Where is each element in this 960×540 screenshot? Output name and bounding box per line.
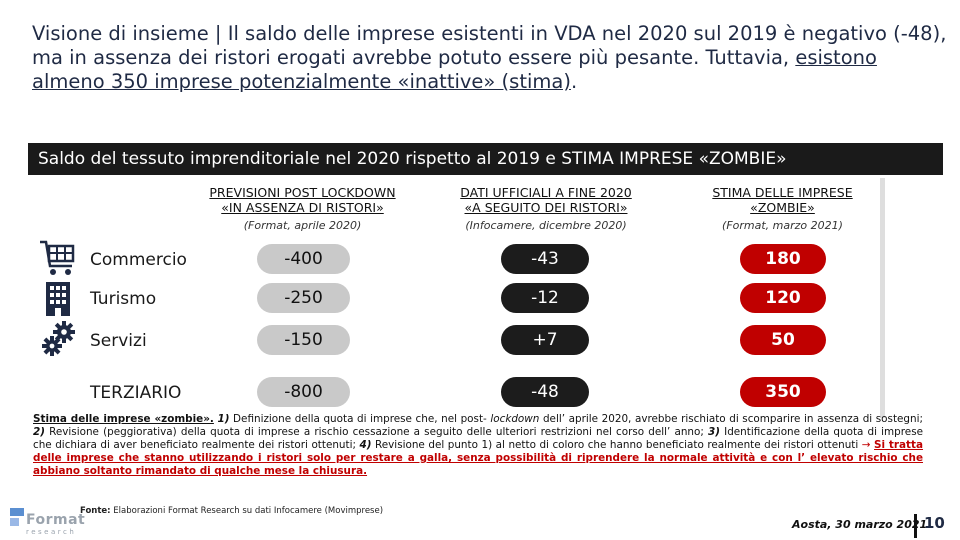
title-highlight: esistono almeno 350 imprese potenzialmen… — [32, 46, 877, 93]
column-heading-source: (Format, marzo 2021) — [722, 219, 843, 232]
page-title: Visione di insieme | Il saldo delle impr… — [32, 22, 952, 94]
value-zombie-terziario: 350 — [740, 377, 826, 407]
column-heading-source: (Infocamere, dicembre 2020) — [465, 219, 627, 232]
note-text: lockdown — [490, 413, 540, 425]
footer-date: Aosta, 30 marzo 2021 — [792, 518, 928, 531]
title-end: . — [570, 70, 578, 93]
page-number: 10 — [924, 514, 945, 532]
value-zombie-commercio: 180 — [740, 244, 826, 274]
column-heading-previsioni: PREVISIONI POST LOCKDOWN «IN ASSENZA DI … — [200, 185, 405, 233]
methodology-note: Stima delle imprese «zombie». 1) Definiz… — [33, 413, 923, 478]
format-research-logo-icon — [10, 508, 24, 526]
arrow-right-icon: → — [861, 439, 871, 451]
column-heading-ufficiali: DATI UFFICIALI A FINE 2020 «A SEGUITO DE… — [455, 185, 637, 233]
section-banner: Saldo del tessuto imprenditoriale nel 20… — [28, 143, 943, 175]
value-zombie-servizi: 50 — [740, 325, 826, 355]
note-text: dell’ aprile 2020, avrebbe rischiato di … — [539, 413, 923, 425]
gears-icon — [42, 321, 75, 356]
column-heading-text: STIMA DELLE IMPRESE «ZOMBIE» — [712, 185, 853, 215]
value-ufficiali-terziario: -48 — [501, 377, 589, 407]
value-ufficiali-commercio: -43 — [501, 244, 589, 274]
value-ufficiali-servizi: +7 — [501, 325, 589, 355]
value-previsioni-turismo: -250 — [257, 283, 350, 313]
value-previsioni-commercio: -400 — [257, 244, 350, 274]
note-step-2: 2) — [33, 426, 45, 438]
note-conclusion: Si tratta delle imprese che stanno utili… — [33, 439, 923, 477]
shopping-cart-icon — [40, 240, 75, 275]
value-ufficiali-turismo: -12 — [501, 283, 589, 313]
logo-subtitle: research — [26, 528, 77, 536]
row-label-commercio: Commercio — [90, 250, 187, 270]
row-label-servizi: Servizi — [90, 331, 147, 351]
column-heading-text: DATI UFFICIALI A FINE 2020 «A SEGUITO DE… — [460, 185, 632, 215]
source-note: Fonte: Elaborazioni Format Research su d… — [80, 506, 383, 516]
hotel-building-icon — [46, 282, 70, 316]
title-text: Visione di insieme | Il saldo delle impr… — [32, 22, 947, 69]
column-divider — [880, 178, 885, 418]
note-text: Revisione del punto 1) al netto di color… — [371, 439, 862, 451]
value-previsioni-servizi: -150 — [257, 325, 350, 355]
value-zombie-turismo: 120 — [740, 283, 826, 313]
column-heading-text: PREVISIONI POST LOCKDOWN «IN ASSENZA DI … — [209, 185, 396, 215]
row-label-terziario: TERZIARIO — [90, 383, 182, 403]
row-label-turismo: Turismo — [90, 289, 157, 309]
note-text: Definizione della quota di imprese che, … — [229, 413, 491, 425]
note-step-1: 1) — [217, 413, 230, 425]
note-text: Identificazione della quota di imprese c… — [33, 426, 924, 451]
value-previsioni-terziario: -800 — [257, 377, 350, 407]
note-lead: Stima delle imprese «zombie». — [33, 413, 214, 425]
footer-divider — [914, 514, 917, 538]
note-step-3: 3) — [708, 426, 720, 438]
note-step-4: 4) — [359, 439, 372, 451]
column-heading-source: (Format, aprile 2020) — [243, 219, 362, 232]
source-label: Fonte: — [80, 506, 111, 516]
logo-wordmark: Format — [26, 512, 86, 528]
note-text: Revisione (peggiorativa) della quota di … — [44, 426, 709, 438]
source-text: Elaborazioni Format Research su dati Inf… — [110, 506, 384, 516]
column-heading-zombie: STIMA DELLE IMPRESE «ZOMBIE» (Format, ma… — [690, 185, 875, 233]
